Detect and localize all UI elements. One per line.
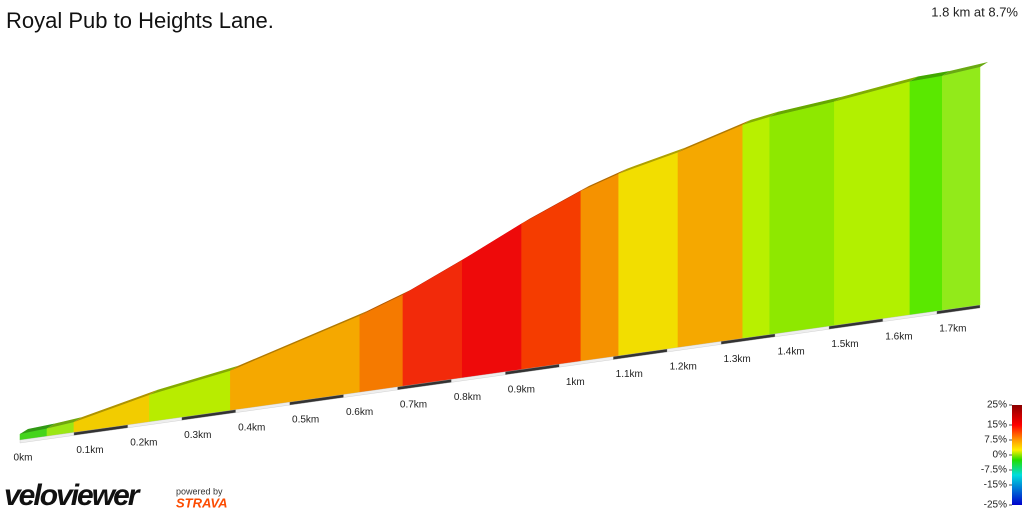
segment-top-shade <box>149 365 239 395</box>
segment-face <box>521 190 582 370</box>
segment-top-shade <box>618 147 686 174</box>
segment-top-shade <box>230 310 368 371</box>
x-tick-label: 0.5km <box>292 415 319 426</box>
colorbar-label: -25% <box>984 500 1007 511</box>
x-tick-label: 1.6km <box>885 331 912 342</box>
segment-face <box>677 124 743 348</box>
x-tick-label: 1.2km <box>670 362 697 373</box>
x-tick-label: 0.8km <box>454 392 481 403</box>
colorbar <box>1012 405 1022 505</box>
segment-top <box>618 147 686 174</box>
profile: 0km 0.1km 0.2km 0.3km 0.4km 0.5km 0.6km 0.7km 0.… <box>14 62 988 464</box>
segment-top <box>359 289 411 316</box>
x-tick-label: 1km <box>566 377 585 388</box>
segment-top-shade <box>20 423 55 434</box>
segment-top <box>402 255 471 295</box>
segment-top-shade <box>521 186 589 224</box>
x-tick-label: 0.7km <box>400 400 427 411</box>
segment-face <box>742 116 770 339</box>
x-tick-label: 0.6km <box>346 407 373 418</box>
segment-top-shade <box>942 62 988 76</box>
x-tick-label: 0km <box>14 453 33 464</box>
colorbar-label: -7.5% <box>981 465 1007 476</box>
colorbar-label: 15% <box>987 420 1007 431</box>
segment-top <box>769 96 843 117</box>
segment-face <box>618 152 679 357</box>
summary: 1.8 km at 8.7% <box>931 4 1018 19</box>
powered-by: powered by <box>176 486 223 496</box>
segment-top <box>580 168 627 192</box>
segment-top <box>149 365 239 395</box>
colorbar-label: -15% <box>984 480 1007 491</box>
segment-top-shade <box>834 76 918 102</box>
segment-top-shade <box>677 119 751 153</box>
segment-top <box>20 423 55 434</box>
segment-face <box>834 81 911 326</box>
segment-top-shade <box>742 111 778 125</box>
segment-face <box>402 259 463 387</box>
segment-top <box>942 62 988 76</box>
x-tick-label: 0.3km <box>184 430 211 441</box>
segment-face <box>580 173 619 362</box>
segment-top <box>909 70 951 82</box>
x-tick-label: 0.4km <box>238 422 265 433</box>
x-tick-label: 0.9km <box>508 384 535 395</box>
segment-face <box>461 223 522 379</box>
x-tick-label: 1.3km <box>724 354 751 365</box>
colorbar-label: 7.5% <box>984 435 1007 446</box>
segment-top <box>73 389 158 423</box>
x-tick-label: 1.1km <box>616 369 643 380</box>
segment-face <box>73 394 150 433</box>
segment-top <box>677 119 751 153</box>
segment-top-shade <box>462 218 530 261</box>
x-tick-label: 0.2km <box>130 437 157 448</box>
chart-title: Royal Pub to Heights Lane. <box>6 8 274 33</box>
segment-top-shade <box>402 255 471 295</box>
segment-top-shade <box>73 389 158 423</box>
segment-face <box>359 294 404 393</box>
segment-top-shade <box>769 96 843 117</box>
segment-top-shade <box>909 70 951 82</box>
segment-top-shade <box>580 168 627 192</box>
colorbar-label: 25% <box>987 400 1007 411</box>
ruler-segment <box>936 304 981 315</box>
x-tick-label: 1.4km <box>777 346 804 357</box>
segment-top <box>521 186 589 224</box>
x-tick-label: 1.7km <box>939 324 966 335</box>
segment-top <box>230 310 368 371</box>
logo: veloviewer <box>4 479 142 512</box>
segment-face <box>769 101 835 335</box>
segment-top <box>742 111 778 125</box>
segment-top-shade <box>46 417 82 429</box>
segment-top <box>462 218 530 261</box>
partner-logo: STRAVA <box>176 495 228 510</box>
x-tick-label: 0.1km <box>76 445 103 456</box>
segment-top <box>46 417 82 429</box>
colorbar-label: 0% <box>993 450 1008 461</box>
segment-top <box>834 76 918 102</box>
x-tick-label: 1.5km <box>831 339 858 350</box>
segment-face <box>909 75 943 316</box>
segment-face <box>941 66 981 311</box>
segment-top-shade <box>359 289 411 316</box>
